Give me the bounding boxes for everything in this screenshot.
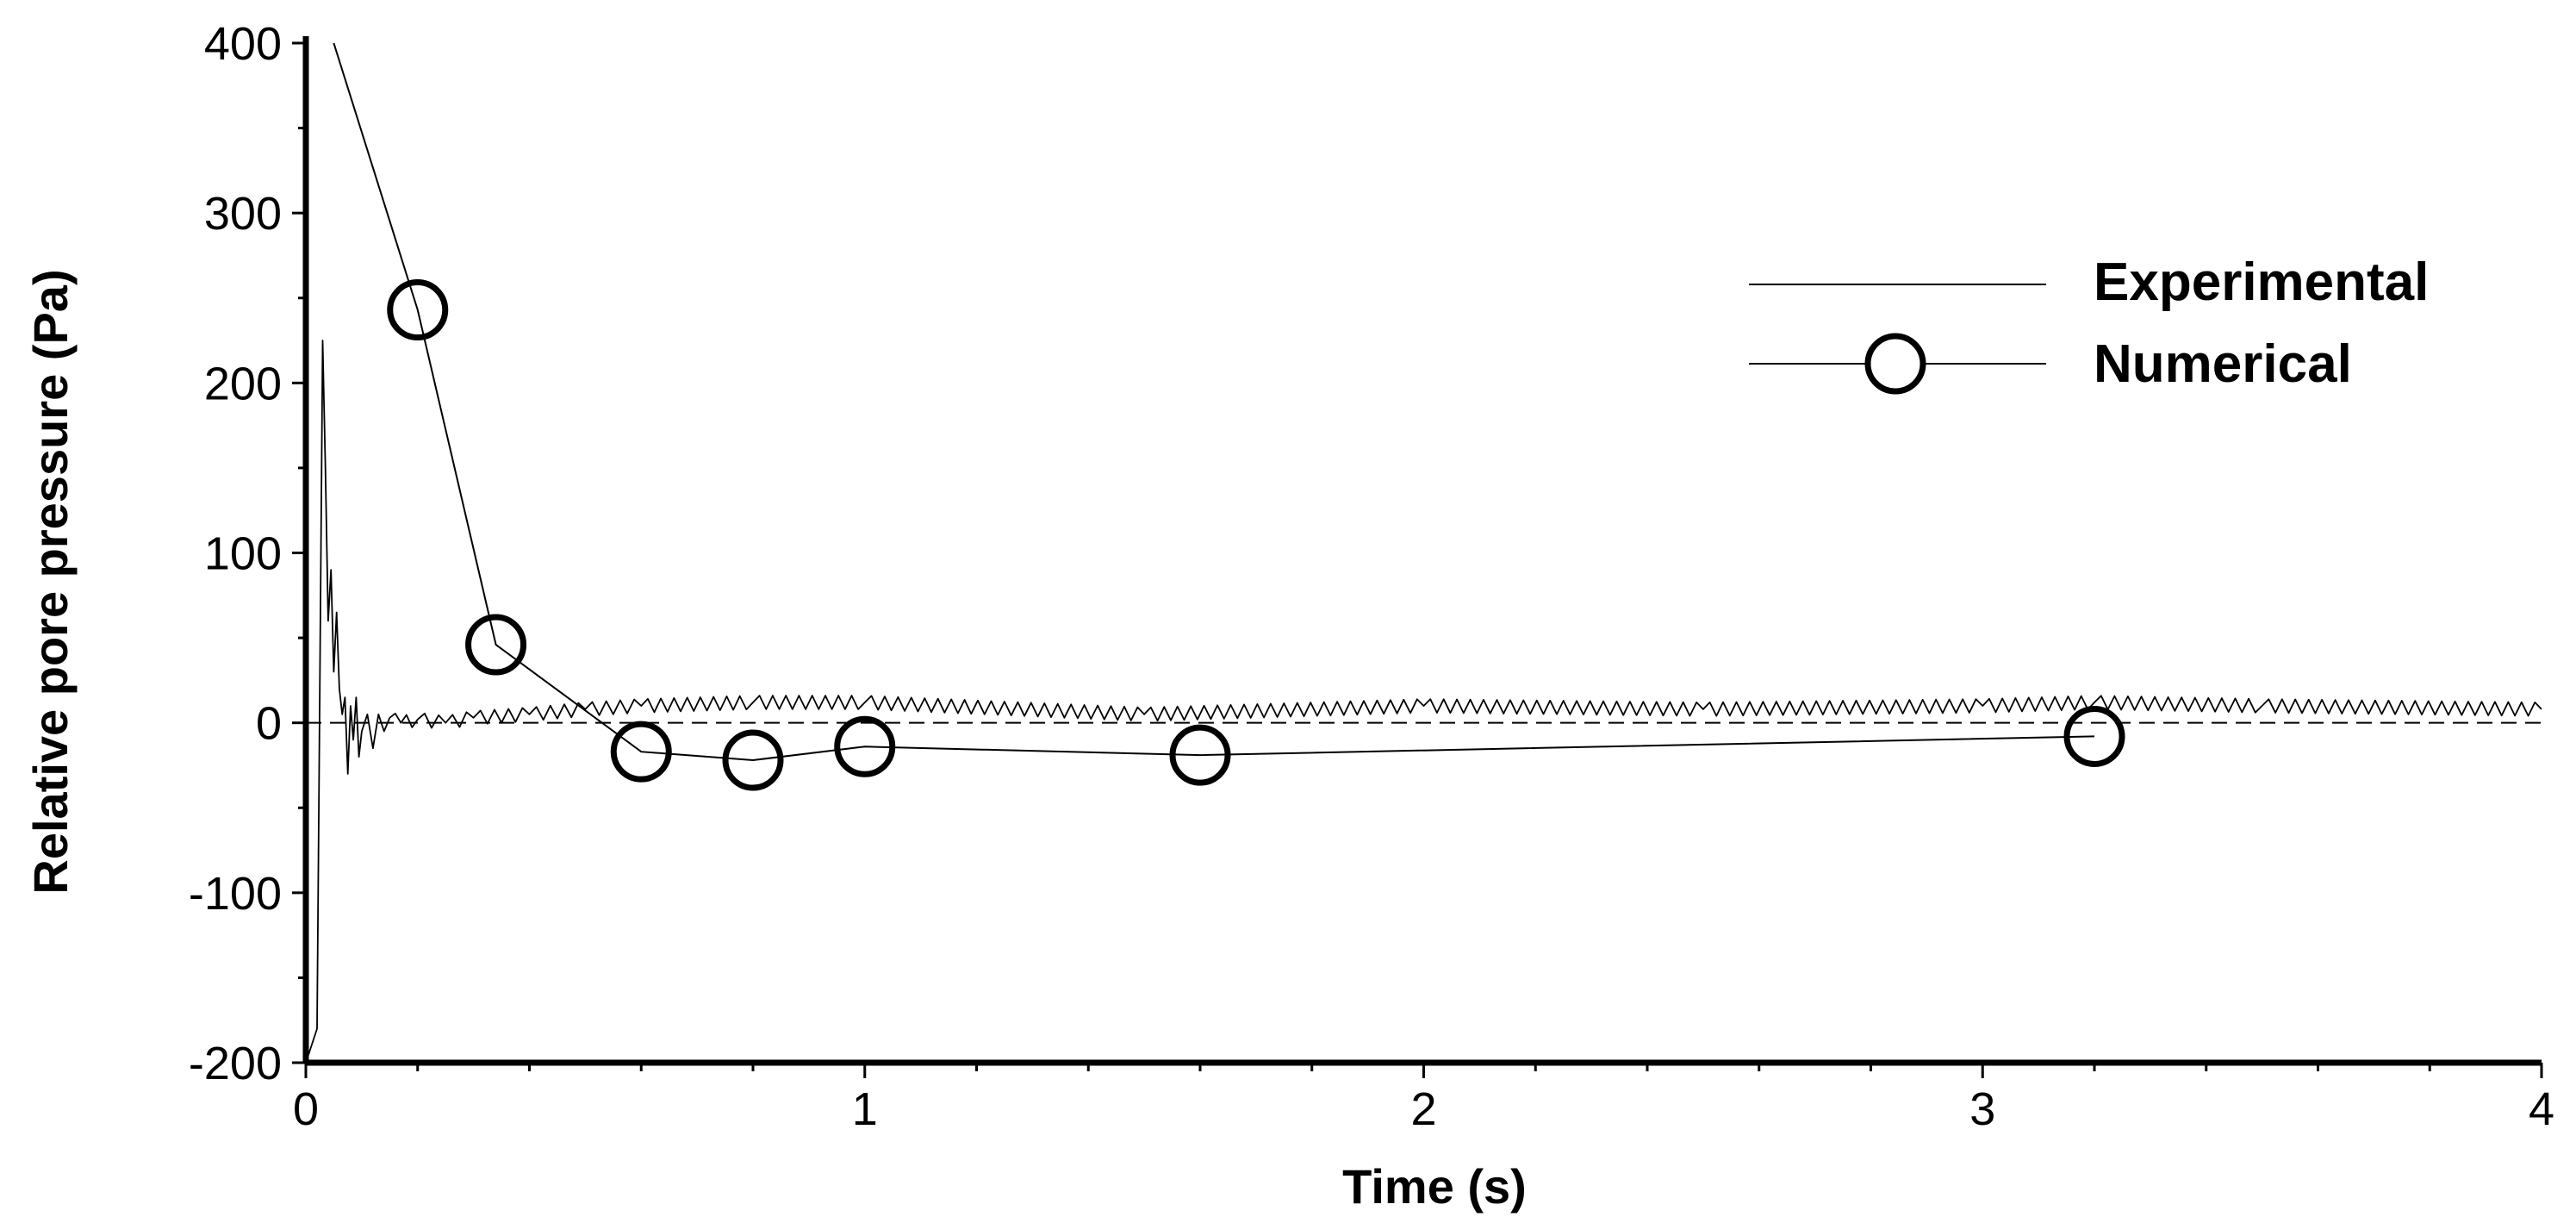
x-axis-title: Time (s) [1342,1159,1527,1214]
numerical-point [1169,724,1231,786]
y-tick-label: -200 [189,1038,282,1089]
x-tick-label: 1 [852,1083,878,1135]
numerical-point [387,279,449,341]
numerical-series-line [333,42,2095,762]
y-tick-label: 100 [204,528,282,580]
legend-numerical-label: Numerical [2094,334,2352,394]
numerical-point [2063,705,2125,767]
numerical-point [465,614,527,676]
x-tick-label: 2 [1410,1083,1436,1135]
numerical-point [610,721,672,783]
x-tick-label: 3 [1969,1083,1995,1135]
y-tick-label: -100 [189,868,282,920]
x-tick-label: 4 [2529,1083,2554,1135]
legend: Experimental Numerical [1749,253,2429,395]
experimental-series-line [305,340,2542,1064]
y-tick-label: 400 [204,18,282,70]
x-tick-label: 0 [293,1083,319,1135]
legend-experimental-label: Experimental [2094,253,2429,312]
y-tick-label: 0 [256,698,282,750]
numerical-point [722,729,784,791]
y-axis-title: Relative pore pressure (Pa) [23,269,78,894]
series-group [305,42,2542,1064]
axes [302,36,2542,1066]
y-tick-label: 200 [204,358,282,409]
y-tick-label: 300 [204,188,282,240]
numerical-point [834,715,896,777]
legend-numerical-marker [1864,333,1926,395]
ticks [292,41,2543,1078]
